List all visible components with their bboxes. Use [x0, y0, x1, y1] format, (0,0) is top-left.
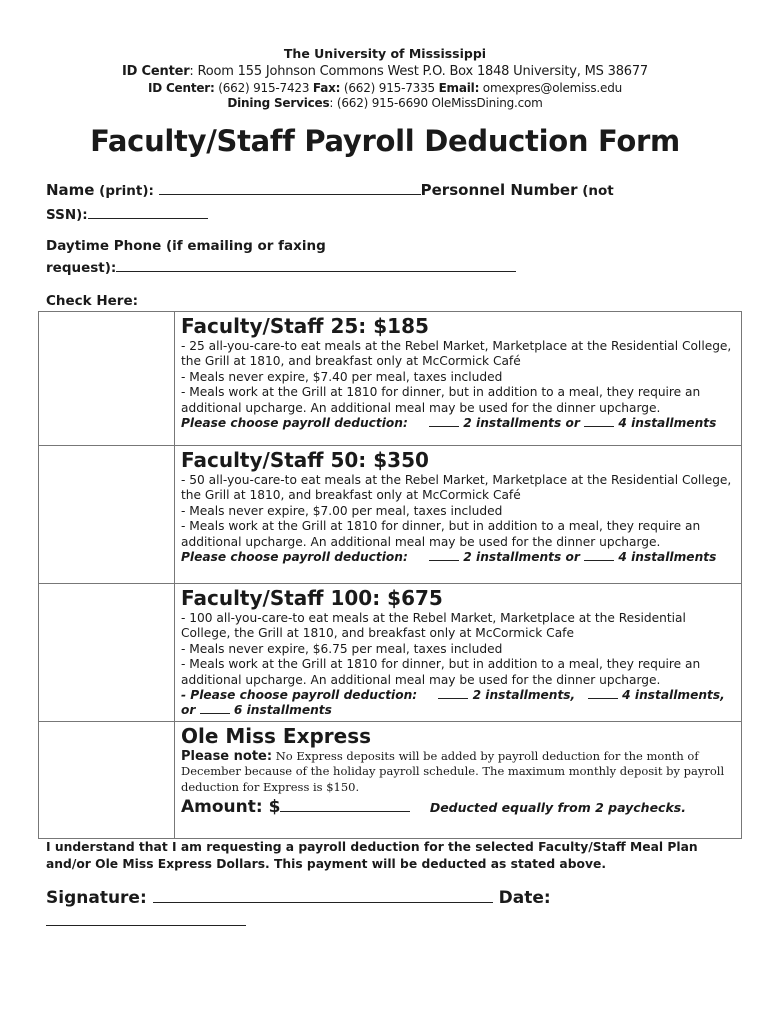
personnel-number-field[interactable] [87, 204, 208, 219]
option-2-label: 2 installments or [459, 550, 585, 565]
option-4-label: 4 installments [614, 416, 717, 431]
plan-row: Faculty/Staff 100: $675 - 100 all-you-ca… [38, 583, 742, 722]
choose-label: - Please choose payroll deduction: [181, 688, 418, 703]
express-row: Ole Miss Express Please note: No Express… [38, 721, 742, 839]
option-6-label: 6 installments [229, 703, 332, 718]
check-box-plan-25[interactable] [38, 311, 175, 446]
phone-row: request): [46, 257, 517, 278]
plan-row: Faculty/Staff 50: $350 - 50 all-you-care… [38, 445, 742, 584]
plan-cell: Faculty/Staff 25: $185 - 25 all-you-care… [174, 311, 742, 446]
blank-2-installments[interactable] [438, 688, 469, 700]
signature-field[interactable] [152, 886, 493, 903]
option-2-label: 2 installments, [468, 688, 580, 703]
plan-row: Faculty/Staff 25: $185 - 25 all-you-care… [38, 311, 742, 446]
email-text: omexpres@olemiss.edu [479, 81, 623, 95]
blank-4-installments[interactable] [587, 688, 618, 700]
plan-line: - 25 all-you-care-to eat meals at the Re… [181, 339, 732, 369]
option-4-label: 4 installments [614, 550, 717, 565]
plan-line: - 50 all-you-care-to eat meals at the Re… [181, 473, 732, 503]
email-label: Email: [438, 81, 480, 95]
blank-4-installments[interactable] [584, 416, 615, 428]
dining-line: Dining Services: (662) 915-6690 OleMissD… [0, 95, 770, 111]
blank-2-installments[interactable] [429, 416, 460, 428]
blank-2-installments[interactable] [429, 550, 460, 562]
phone-text: (662) 915-7423 [214, 81, 313, 95]
fax-label: Fax: [312, 81, 341, 95]
note-text: No Express deposits will be added by pay… [181, 749, 725, 794]
dining-text: : (662) 915-6690 OleMissDining.com [329, 96, 543, 110]
plan-cell: Faculty/Staff 50: $350 - 50 all-you-care… [174, 445, 742, 584]
amount-field[interactable] [280, 797, 411, 813]
note-label: Please note: [181, 749, 273, 764]
option-2-label: 2 installments or [459, 416, 585, 431]
name-label: Name [46, 181, 95, 199]
blank-6-installments[interactable] [199, 703, 230, 715]
express-title: Ole Miss Express [181, 724, 372, 748]
plan-line: - Meals never expire, $7.40 per meal, ta… [181, 369, 503, 384]
plan-line: - Meals never expire, $6.75 per meal, ta… [181, 641, 503, 656]
express-cell: Ole Miss Express Please note: No Express… [174, 721, 742, 839]
blank-4-installments[interactable] [584, 550, 615, 562]
plan-cell: Faculty/Staff 100: $675 - 100 all-you-ca… [174, 583, 742, 722]
deduction-choice: Please choose payroll deduction: 2 insta… [181, 416, 735, 431]
plan-line: - Meals never expire, $7.00 per meal, ta… [181, 503, 503, 518]
deduction-choice: - Please choose payroll deduction: 2 ins… [181, 688, 735, 719]
deducted-note: Deducted equally from 2 paychecks. [429, 800, 686, 816]
signature-row: Signature: Date: [46, 886, 551, 932]
phone-label-2: request): [46, 260, 117, 276]
dining-label: Dining Services [227, 96, 330, 110]
check-here-label: Check Here: [46, 293, 139, 309]
address-text: : Room 155 Johnson Commons West P.O. Box… [189, 64, 648, 79]
address-line: ID Center: Room 155 Johnson Commons West… [0, 64, 770, 80]
choose-label: Please choose payroll deduction: [181, 416, 408, 431]
name-hint: (print): [94, 183, 159, 199]
personnel-label: Personnel Number [420, 181, 578, 199]
check-box-plan-100[interactable] [38, 583, 175, 722]
phone-label: ID Center: [147, 81, 215, 95]
plan-line: - 100 all-you-care-to eat meals at the R… [181, 611, 686, 641]
address-label: ID Center [122, 64, 190, 79]
ssn-row: SSN): [46, 204, 208, 225]
plan-title: Faculty/Staff 100: $675 [181, 586, 443, 610]
phone-label-1: Daytime Phone (if emailing or faxing [46, 238, 326, 254]
option-4-label: 4 installments, or [181, 688, 725, 718]
daytime-phone-field[interactable] [116, 257, 517, 272]
plan-line: - Meals work at the Grill at 1810 for di… [181, 385, 701, 415]
express-note: Please note: No Express deposits will be… [181, 749, 735, 795]
options-table: Faculty/Staff 25: $185 - 25 all-you-care… [38, 311, 742, 839]
name-row: Name (print): Personnel Number (not [46, 180, 746, 201]
choose-label: Please choose payroll deduction: [181, 550, 408, 565]
university-name: The University of Mississippi [283, 46, 487, 61]
page-title: Faculty/Staff Payroll Deduction Form [90, 124, 680, 158]
date-field[interactable] [46, 909, 246, 926]
plan-line: - Meals work at the Grill at 1810 for di… [181, 657, 701, 687]
plan-line: - Meals work at the Grill at 1810 for di… [181, 519, 701, 549]
plan-title: Faculty/Staff 25: $185 [181, 314, 429, 338]
signature-label: Signature: [46, 888, 153, 908]
amount-row: Amount: $ Deducted equally from 2 payche… [181, 797, 735, 816]
name-field[interactable] [158, 180, 421, 195]
check-box-plan-50[interactable] [38, 445, 175, 584]
amount-label: Amount: $ [181, 797, 281, 818]
contact-line: ID Center: (662) 915-7423 Fax: (662) 915… [0, 80, 770, 96]
ssn-label: SSN): [46, 207, 88, 223]
date-label: Date: [492, 888, 551, 908]
agreement-text: I understand that I am requesting a payr… [46, 840, 698, 871]
personnel-hint: (not [577, 183, 614, 199]
fax-text: (662) 915-7335 [340, 81, 439, 95]
check-box-express[interactable] [38, 721, 175, 839]
deduction-choice: Please choose payroll deduction: 2 insta… [181, 550, 735, 565]
plan-title: Faculty/Staff 50: $350 [181, 448, 429, 472]
